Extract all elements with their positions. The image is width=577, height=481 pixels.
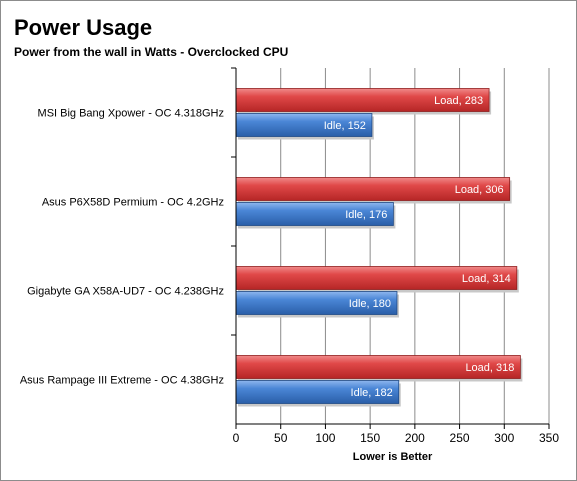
data-label: Load, 314 (462, 273, 511, 285)
category-label: Gigabyte GA X58A-UD7 - OC 4.238GHz (27, 286, 224, 298)
x-tick-label: 150 (360, 431, 380, 445)
x-tick-label: 350 (539, 431, 559, 445)
category-label: MSI Big Bang Xpower - OC 4.318GHz (38, 108, 224, 120)
data-label: Idle, 180 (349, 298, 391, 310)
x-tick-label: 100 (315, 431, 335, 445)
x-tick-label: 300 (494, 431, 514, 445)
x-tick-label: 200 (405, 431, 425, 445)
data-label: Idle, 152 (324, 120, 366, 132)
chart-subtitle: Power from the wall in Watts - Overclock… (14, 45, 289, 59)
data-label: Load, 283 (434, 95, 483, 107)
category-label: Asus P6X58D Permium - OC 4.2GHz (42, 197, 224, 209)
x-axis-title: Lower is Better (353, 451, 433, 463)
chart-title: Power Usage (14, 15, 153, 40)
data-label: Load, 318 (465, 362, 514, 374)
x-tick-label: 50 (274, 431, 288, 445)
category-label: Asus Rampage III Extreme - OC 4.38GHz (20, 375, 224, 387)
data-label: Idle, 176 (345, 209, 387, 221)
x-tick-label: 0 (233, 431, 240, 445)
data-label: Idle, 182 (351, 387, 393, 399)
data-label: Load, 306 (455, 184, 504, 196)
x-tick-label: 250 (450, 431, 470, 445)
